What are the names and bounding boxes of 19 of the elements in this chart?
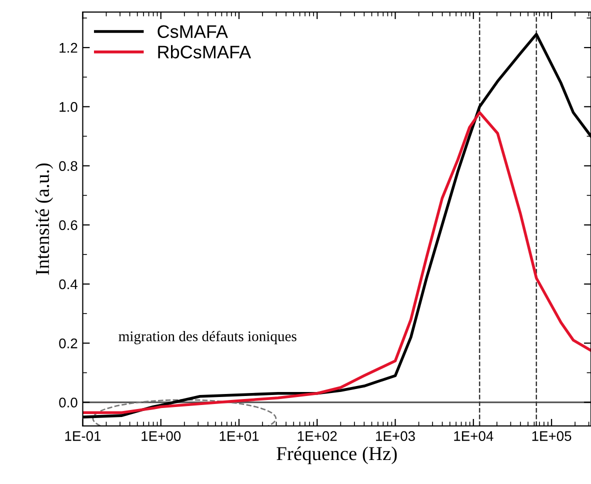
x-tick-label: 1E-01 (65, 431, 101, 441)
x-axis-title: Fréquence (Hz) (276, 446, 397, 464)
y-tick-label: 0.8 (59, 161, 78, 171)
x-tick-label: 1E+03 (376, 431, 415, 441)
y-axis-title: Intensité (a.u.) (35, 163, 54, 275)
y-tick-label: 0.6 (59, 220, 78, 230)
legend-label: RbCsMAFA (158, 45, 252, 58)
annotation: migration des défauts ioniques (118, 330, 296, 344)
x-tick-label: 1E+02 (298, 431, 337, 441)
y-tick-label: 0.0 (59, 398, 78, 408)
x-tick-label: 1E+00 (142, 431, 181, 441)
y-tick-label: 1.0 (60, 102, 78, 112)
x-tick-label: 1E+04 (454, 431, 494, 441)
y-tick-label: 0.2 (59, 338, 78, 348)
x-tick-label: 1E+01 (220, 431, 259, 441)
y-tick-label: 1.2 (60, 42, 78, 53)
legend-label: CsMAFA (158, 25, 228, 38)
x-tick-label: 1E+05 (532, 431, 572, 441)
y-tick-label: 0.4 (59, 279, 78, 290)
